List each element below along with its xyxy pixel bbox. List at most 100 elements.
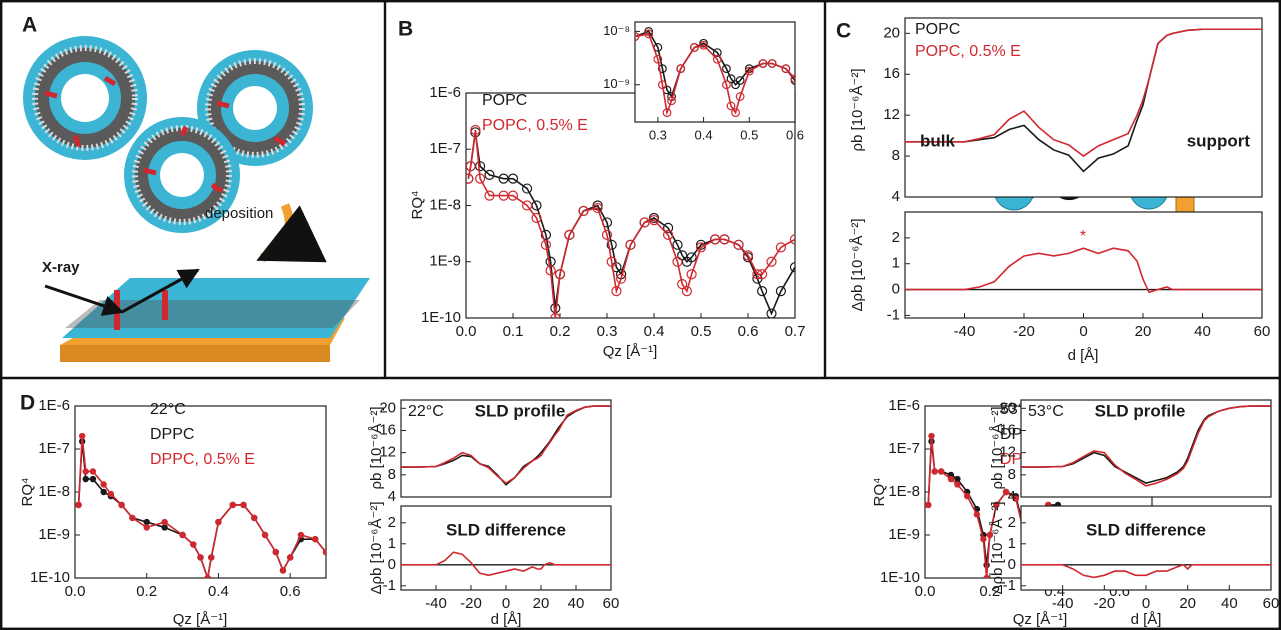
data-point (986, 531, 994, 539)
data-point (161, 524, 168, 531)
plot-frame (1020, 399, 1272, 498)
data-point (322, 548, 326, 556)
panel-label: C (836, 20, 851, 43)
data-point (197, 554, 204, 561)
x-tick-label: 40 (568, 595, 585, 612)
data-point (686, 269, 697, 280)
x-tick-label: 0.0 (915, 583, 936, 600)
data-point (672, 256, 683, 267)
data-point (775, 242, 787, 253)
annotation: deposition (205, 205, 273, 222)
y-tick-label: 1E-8 (429, 196, 461, 213)
data-point (648, 215, 660, 226)
y-tick-label: 1E-10 (30, 569, 70, 586)
data-point (279, 567, 287, 574)
data-point (143, 524, 150, 531)
y-tick-label: 1E-7 (888, 440, 920, 457)
panel-label: A (22, 14, 37, 37)
data-point (611, 286, 622, 297)
x-tick-label: -20 (460, 595, 482, 612)
x-tick-label: 0.6 (280, 583, 301, 600)
y-tick-label: 8 (892, 147, 900, 164)
x-axis-label: Qz [Å⁻¹] (1013, 611, 1068, 628)
y-tick-label: 20 (379, 399, 396, 416)
annotation: * (1080, 228, 1086, 245)
series-line (401, 551, 611, 577)
data-point (742, 250, 754, 261)
y-tick-label: 1E-9 (38, 526, 70, 543)
data-point (719, 234, 730, 245)
plot-frame (465, 92, 796, 319)
data-point (286, 554, 294, 561)
legend-entry: DPPC (150, 426, 194, 443)
y-axis-label: Δρb [10⁻⁶Å⁻²] (368, 501, 385, 594)
data-point (731, 108, 740, 118)
data-point (475, 173, 486, 184)
y-tick-label: -1 (887, 306, 900, 323)
series-group (635, 26, 795, 118)
data-point (726, 101, 736, 111)
legend-entry: POPC, 0.5% E (482, 117, 588, 134)
annotation: X-ray (42, 259, 80, 276)
x-tick-label: 0.3 (649, 127, 667, 142)
x-tick-label: 0.2 (136, 583, 157, 600)
series-group (1021, 563, 1271, 579)
y-tick-label: 0 (1008, 556, 1016, 573)
data-point (1012, 495, 1020, 502)
illustration (23, 36, 370, 362)
data-point (82, 475, 89, 483)
plot-frame (634, 21, 796, 123)
annotation: 53°C (1028, 403, 1064, 420)
x-tick-label: -20 (1013, 323, 1035, 340)
annotation: SLD difference (446, 520, 566, 539)
data-point (261, 531, 269, 539)
data-point (564, 229, 575, 241)
series-group (401, 551, 611, 577)
data-point (790, 74, 795, 84)
data-point (297, 531, 305, 539)
data-point (722, 64, 731, 74)
data-point (521, 183, 533, 194)
data-point (735, 76, 745, 85)
data-point (190, 541, 197, 548)
x-tick-label: 0.6 (786, 127, 804, 142)
y-tick-label: 1E-7 (38, 440, 70, 457)
legend-entry: POPC (915, 21, 960, 38)
x-tick-label: 0 (1079, 323, 1087, 340)
x-tick-label: 20 (533, 595, 550, 612)
series-line (467, 129, 795, 318)
data-point (756, 286, 768, 297)
data-point (143, 518, 150, 526)
data-point (712, 48, 722, 58)
x-tick-label: 0.2 (550, 323, 571, 340)
annotation: SLD profile (1095, 401, 1186, 420)
y-tick-label: 2 (892, 229, 900, 246)
x-tick-label: 0.1 (503, 323, 524, 340)
data-point (653, 54, 663, 64)
annotation: SLD difference (1086, 520, 1206, 539)
data-point (466, 161, 476, 172)
data-point (107, 490, 115, 498)
data-point (928, 432, 935, 440)
data-point (662, 222, 674, 233)
data-point (118, 501, 125, 509)
data-point (686, 252, 697, 263)
plot-frame (904, 17, 1263, 198)
x-tick-label: 40 (1194, 323, 1211, 340)
data-point (89, 475, 97, 483)
data-point (578, 205, 589, 217)
x-tick-label: 0 (1142, 595, 1150, 612)
plot-frame (1020, 505, 1272, 591)
y-tick-label: 10⁻⁸ (603, 23, 630, 38)
data-point (775, 286, 787, 297)
data-point (484, 190, 495, 201)
y-tick-label: 1E-6 (888, 397, 920, 414)
annotation: SLD profile (475, 401, 566, 420)
data-point (554, 269, 566, 280)
x-tick-label: 0.7 (785, 323, 806, 340)
y-tick-label: 1E-9 (429, 253, 461, 270)
data-point (204, 574, 211, 578)
panel-label: D (20, 392, 35, 415)
